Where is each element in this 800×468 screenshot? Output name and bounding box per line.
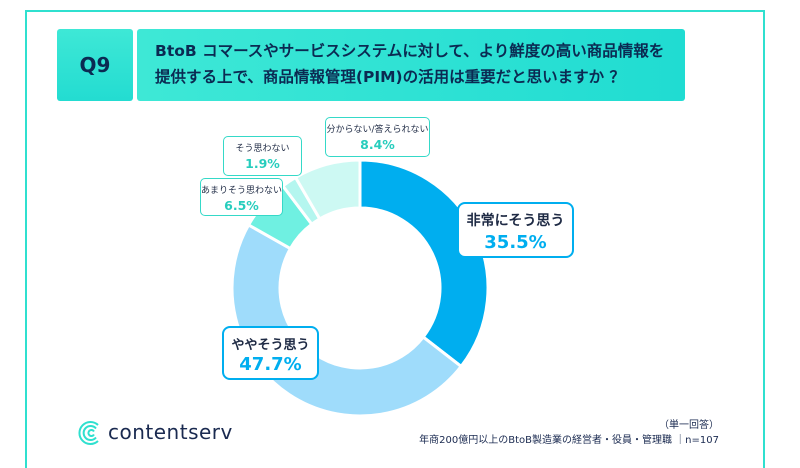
question-line-1: BtoB コマースやサービスシステムに対して、より鮮度の高い商品情報を xyxy=(155,42,665,60)
label-disagree: そう思わない xyxy=(235,144,290,154)
answer-type-note: （単一回答） xyxy=(659,420,719,431)
value-disagree: 1.9% xyxy=(245,156,280,171)
value-strongly-agree: 35.5% xyxy=(484,232,547,253)
label-unsure: 分からない/答えられない xyxy=(326,125,429,135)
question-number: Q9 xyxy=(57,29,133,101)
label-somewhat-agree: ややそう思う xyxy=(231,338,310,353)
question-line-2: 提供する上で、商品情報管理(PIM)の活用は重要だと思いますか ？ xyxy=(155,68,625,86)
slice-somewhat-agree xyxy=(230,222,464,418)
slice-unsure xyxy=(293,158,362,221)
callout-rather-disagree: あまりそう思わない 6.5% xyxy=(200,178,283,216)
value-rather-disagree: 6.5% xyxy=(224,198,259,213)
brand-name: contentserv xyxy=(108,420,233,444)
callout-somewhat-agree: ややそう思う 47.7% xyxy=(222,326,319,380)
callout-unsure: 分からない/答えられない 8.4% xyxy=(325,117,430,157)
value-unsure: 8.4% xyxy=(360,137,395,152)
slide-frame xyxy=(25,10,765,468)
slice-strongly-agree xyxy=(358,158,490,369)
label-rather-disagree: あまりそう思わない xyxy=(201,186,283,196)
sample-note: 年商200億円以上のBtoB製造業の経営者・役員・管理職 ｜n=107 xyxy=(419,435,719,446)
value-somewhat-agree: 47.7% xyxy=(239,354,302,375)
question-title: BtoB コマースやサービスシステムに対して、より鮮度の高い商品情報を 提供する… xyxy=(137,29,685,101)
callout-strongly-agree: 非常にそう思う 35.5% xyxy=(457,202,574,258)
callout-disagree: そう思わない 1.9% xyxy=(223,136,302,176)
contentserv-logo-icon xyxy=(78,421,99,445)
label-strongly-agree: 非常にそう思う xyxy=(466,213,565,229)
